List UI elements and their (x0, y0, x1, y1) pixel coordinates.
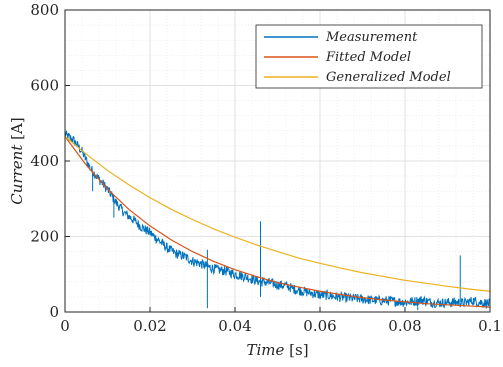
x-tick-label: 0.06 (303, 317, 336, 335)
x-tick-label: 0.1 (478, 317, 502, 335)
y-tick-label: 600 (30, 77, 59, 95)
x-tick-label: 0 (60, 317, 70, 335)
x-axis-title-var: Time (246, 341, 284, 359)
x-axis-title: Time [s] (246, 341, 308, 359)
axis-ticks: 0 0.02 0.04 0.06 0.08 0.1 0 200 400 600 800 (30, 1, 502, 335)
x-axis-title-unit: [s] (289, 341, 308, 359)
y-axis-title-var: Current (8, 144, 26, 205)
fitted-model-line (64, 136, 491, 308)
x-tick-label: 0.04 (218, 317, 251, 335)
y-tick-label: 400 (30, 152, 59, 170)
y-tick-label: 0 (49, 303, 59, 321)
y-axis-title: Current [A] (8, 117, 26, 204)
y-tick-label: 800 (30, 1, 59, 19)
x-tick-label: 0.08 (388, 317, 421, 335)
x-tick-label: 0.02 (133, 317, 166, 335)
measurement-line (64, 130, 491, 309)
legend-label-measurement: Measurement (325, 30, 418, 45)
legend-label-generalized-model: Generalized Model (326, 70, 451, 85)
legend-label-fitted-model: Fitted Model (325, 50, 411, 65)
y-tick-label: 200 (30, 228, 59, 246)
plot-series (64, 130, 491, 311)
y-axis-title-unit: [A] (8, 117, 26, 140)
generalized-model-line (64, 135, 491, 292)
legend: Measurement Fitted Model Generalized Mod… (255, 24, 483, 89)
